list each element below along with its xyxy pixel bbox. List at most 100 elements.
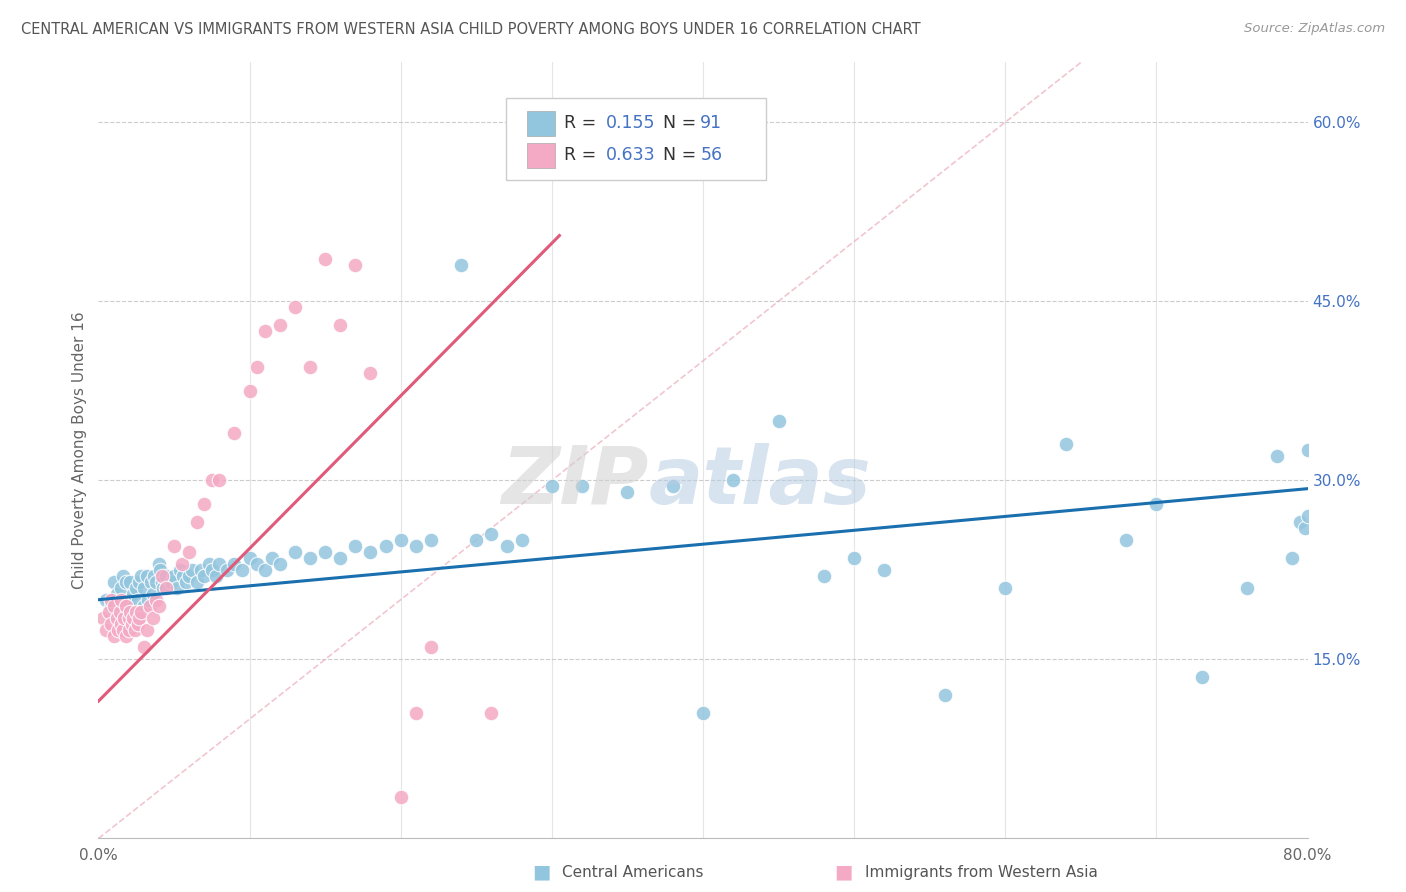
Point bbox=[110, 616, 132, 631]
Point bbox=[127, 616, 149, 631]
Point bbox=[193, 569, 215, 583]
Point bbox=[121, 616, 143, 631]
Point bbox=[934, 688, 956, 702]
Point bbox=[1144, 497, 1167, 511]
Point bbox=[110, 581, 132, 595]
Text: R =: R = bbox=[564, 146, 602, 164]
Point bbox=[571, 479, 593, 493]
Point bbox=[197, 557, 219, 571]
Point bbox=[166, 581, 188, 595]
Point bbox=[149, 563, 172, 577]
Text: Immigrants from Western Asia: Immigrants from Western Asia bbox=[865, 865, 1098, 880]
Point bbox=[344, 539, 367, 553]
Point bbox=[125, 581, 148, 595]
Point bbox=[1281, 550, 1303, 565]
Point bbox=[94, 623, 117, 637]
Point bbox=[132, 599, 155, 613]
Point bbox=[122, 610, 145, 624]
Text: 0.633: 0.633 bbox=[606, 146, 655, 164]
Point bbox=[107, 623, 129, 637]
Point bbox=[142, 610, 165, 624]
Point bbox=[114, 574, 136, 589]
Point bbox=[124, 623, 146, 637]
Point bbox=[169, 563, 191, 577]
Point bbox=[174, 574, 197, 589]
Point bbox=[150, 574, 173, 589]
Point bbox=[112, 610, 135, 624]
Point bbox=[873, 563, 896, 577]
Point bbox=[136, 592, 159, 607]
Point bbox=[111, 569, 134, 583]
Point bbox=[253, 324, 276, 338]
Point bbox=[1191, 670, 1213, 684]
Point bbox=[994, 581, 1017, 595]
Point bbox=[314, 545, 336, 559]
Text: R =: R = bbox=[564, 114, 602, 132]
Point bbox=[208, 557, 231, 571]
Point bbox=[344, 259, 367, 273]
Point bbox=[208, 473, 231, 487]
Point bbox=[510, 533, 533, 547]
Point bbox=[100, 592, 122, 607]
Point bbox=[152, 581, 174, 595]
Point bbox=[661, 479, 683, 493]
Point bbox=[215, 563, 238, 577]
Point bbox=[143, 569, 166, 583]
Point bbox=[105, 587, 128, 601]
Text: ■: ■ bbox=[531, 863, 551, 882]
Point bbox=[450, 259, 472, 273]
Point bbox=[127, 592, 149, 607]
Point bbox=[100, 616, 122, 631]
Point bbox=[262, 550, 284, 565]
Text: Central Americans: Central Americans bbox=[562, 865, 704, 880]
Point bbox=[103, 628, 125, 642]
Text: ■: ■ bbox=[834, 863, 853, 882]
Point bbox=[132, 640, 155, 655]
Point bbox=[132, 581, 155, 595]
Point bbox=[128, 610, 150, 624]
Point bbox=[128, 574, 150, 589]
Point bbox=[141, 574, 163, 589]
Point bbox=[269, 318, 291, 332]
Point bbox=[224, 425, 246, 440]
Text: Source: ZipAtlas.com: Source: ZipAtlas.com bbox=[1244, 22, 1385, 36]
Point bbox=[94, 592, 117, 607]
Point bbox=[105, 610, 128, 624]
Point bbox=[155, 569, 177, 583]
Point bbox=[160, 574, 183, 589]
Point bbox=[201, 563, 224, 577]
Point bbox=[616, 485, 638, 500]
Point bbox=[420, 640, 443, 655]
Text: N =: N = bbox=[652, 114, 702, 132]
Point bbox=[224, 557, 246, 571]
Point bbox=[374, 539, 396, 553]
Point bbox=[1236, 581, 1258, 595]
Point bbox=[269, 557, 291, 571]
Point bbox=[163, 569, 186, 583]
Point bbox=[465, 533, 488, 547]
Point bbox=[193, 497, 215, 511]
Point bbox=[121, 610, 143, 624]
Point bbox=[768, 414, 790, 428]
Point bbox=[723, 473, 745, 487]
Point bbox=[135, 623, 157, 637]
Point bbox=[405, 706, 427, 720]
Point bbox=[692, 706, 714, 720]
Point bbox=[179, 569, 201, 583]
Text: CENTRAL AMERICAN VS IMMIGRANTS FROM WESTERN ASIA CHILD POVERTY AMONG BOYS UNDER : CENTRAL AMERICAN VS IMMIGRANTS FROM WEST… bbox=[21, 22, 921, 37]
Point bbox=[120, 605, 142, 619]
Point bbox=[1054, 437, 1077, 451]
Point bbox=[389, 533, 412, 547]
Point bbox=[314, 252, 336, 267]
Point bbox=[181, 563, 204, 577]
Point bbox=[389, 789, 412, 804]
Point bbox=[205, 569, 228, 583]
Point bbox=[405, 539, 427, 553]
Point bbox=[481, 527, 503, 541]
Point bbox=[284, 300, 307, 314]
Point bbox=[120, 574, 142, 589]
Text: N =: N = bbox=[652, 146, 702, 164]
Point bbox=[360, 366, 382, 380]
Point bbox=[91, 610, 114, 624]
Point bbox=[186, 574, 208, 589]
